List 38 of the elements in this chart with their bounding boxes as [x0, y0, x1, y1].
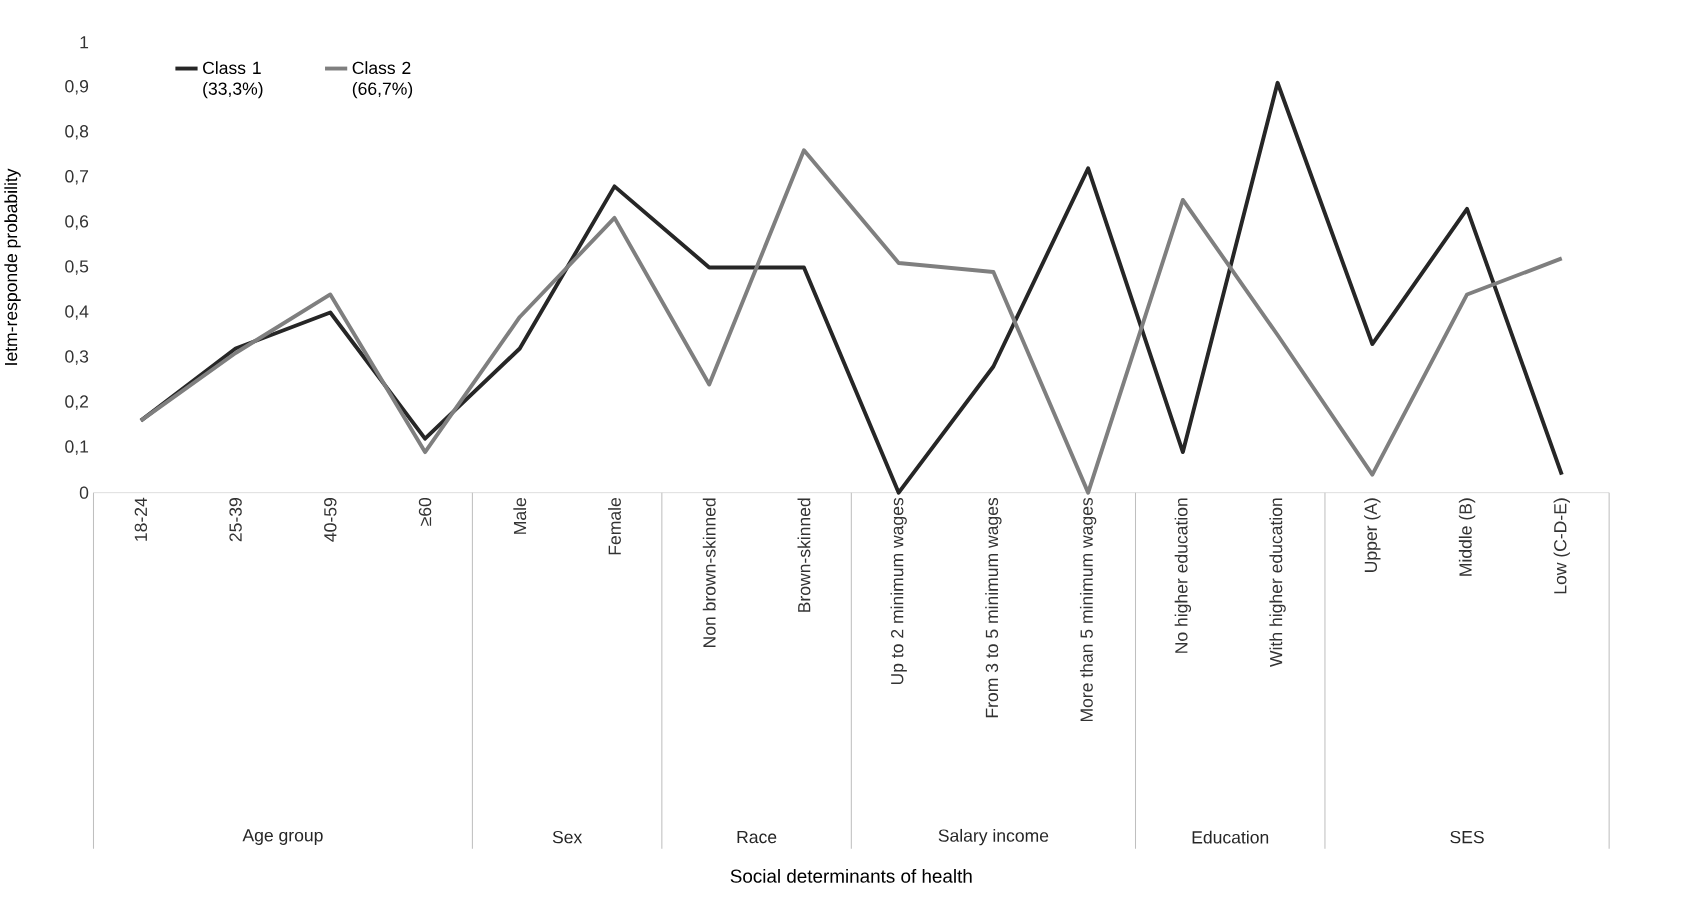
line-series	[138, 148, 1564, 495]
y-tick-label: 0,9	[65, 80, 89, 95]
y-tick-label: 0,1	[65, 440, 89, 456]
legend-label: Class 2 (66,7%)	[352, 61, 413, 99]
x-tick-label: Brown-skinned	[797, 498, 811, 613]
y-tick-label: 0,2	[65, 395, 89, 411]
y-axis-title: Ietm-responde probability	[4, 168, 21, 366]
text: Sex	[552, 831, 583, 844]
y-tick-label: 0,7	[65, 170, 89, 185]
x-tick-label: With higher education	[1269, 498, 1286, 668]
text: Age group	[242, 829, 323, 846]
text: Salary income	[938, 829, 1049, 846]
y-tick-label: 0	[79, 486, 89, 500]
y-tick-label: 1	[80, 36, 89, 49]
x-tick-label: More than 5 minimum wages	[1079, 498, 1097, 722]
x-tick-label: 18-24	[134, 497, 148, 541]
text: Social determinants of health	[730, 869, 972, 884]
x-tick-label: ≥60	[418, 498, 432, 527]
x-tick-label: 25-39	[229, 498, 242, 542]
text: Education	[1192, 830, 1269, 844]
text: Race	[737, 831, 777, 844]
legend-label: Class 1 (33,3%)	[203, 61, 263, 99]
x-tick-label: Non brown-skinned	[702, 498, 716, 648]
x-tick-label: From 3 to 5 minimum wages	[985, 498, 1002, 718]
y-tick-label: 0,6	[65, 215, 89, 230]
x-tick-label: Up to 2 minimum wages	[890, 498, 907, 685]
x-tick-label: Upper (A)	[1364, 498, 1381, 573]
x-tick-label: Low (C-D-E)	[1553, 498, 1570, 594]
x-tick-label: 40-59	[324, 498, 337, 542]
y-tick-label: 0,5	[65, 260, 89, 275]
text: SES	[1450, 831, 1484, 844]
x-tick-label: No higher education	[1174, 498, 1192, 654]
y-tick-label: 0,3	[65, 350, 89, 365]
y-tick-label: 0,4	[65, 305, 89, 320]
x-tick-label: Female	[608, 498, 621, 555]
x-tick-label: Middle (B)	[1458, 498, 1476, 576]
y-tick-label: 0,8	[65, 125, 89, 140]
x-tick-label: Male	[513, 498, 527, 535]
